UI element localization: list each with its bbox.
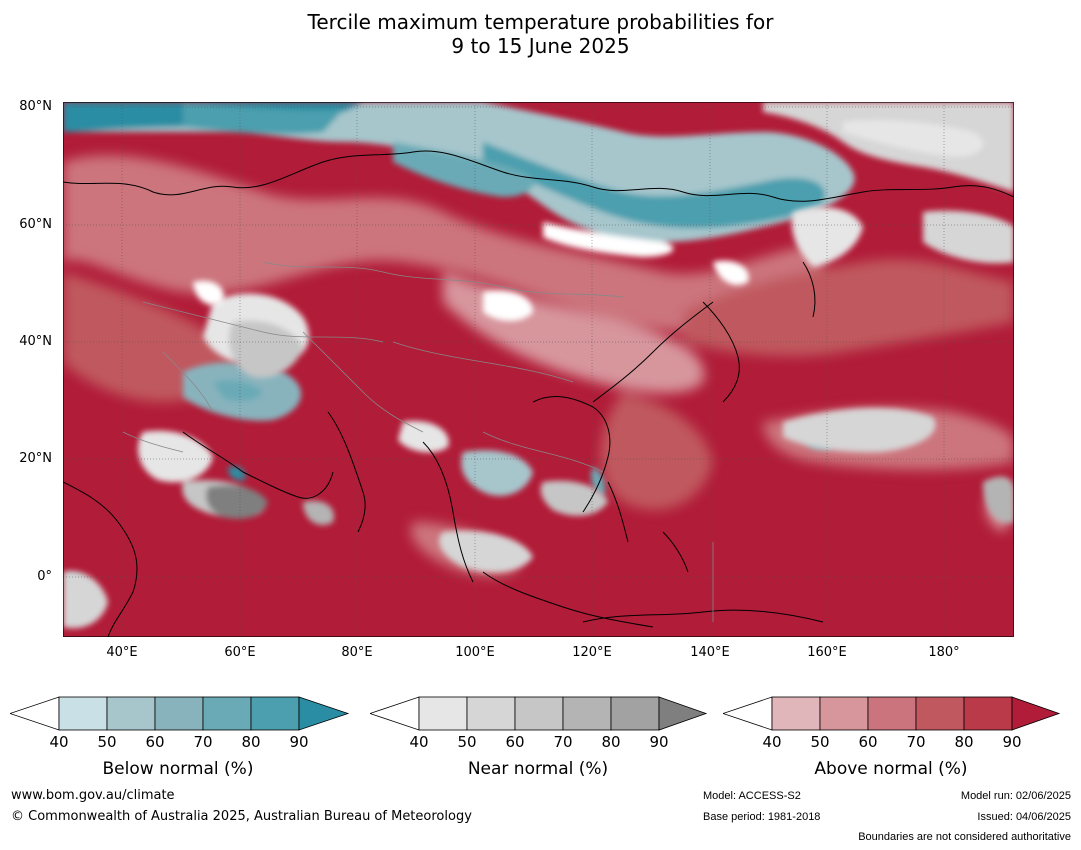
colorbar-below-normal-under	[10, 696, 60, 731]
graticule	[63, 102, 1014, 637]
lon-tick-180: 180°	[928, 645, 960, 660]
model-run-date: Model run: 02/06/2025	[960, 790, 1071, 802]
colorbar-near-normal-under	[370, 696, 420, 731]
website-link[interactable]: www.bom.gov.au/climate	[11, 788, 175, 803]
colorbar-below-tick-50: 50	[97, 733, 117, 751]
lon-tick-100e: 100°E	[455, 645, 495, 660]
lat-tick-40n: 40°N	[19, 334, 52, 349]
colorbar-above-normal-under	[723, 696, 773, 731]
near-normal-regions	[63, 102, 1014, 629]
colorbar-above-normal-bin-40-50	[771, 696, 821, 731]
colorbar-above-tick-80: 80	[954, 733, 974, 751]
lat-tick-0: 0°	[37, 569, 52, 584]
colorbar-below-normal-bin-60-70	[154, 696, 204, 731]
lat-tick-60n: 60°N	[19, 217, 52, 232]
colorbar-above-normal-bin-70-80	[915, 696, 965, 731]
colorbar-near-normal-bin-70-80	[562, 696, 612, 731]
copyright-text: © Commonwealth of Australia 2025, Austra…	[11, 809, 472, 824]
colorbar-above-normal	[723, 696, 1061, 731]
colorbar-below-tick-80: 80	[241, 733, 261, 751]
coastlines	[63, 150, 1014, 637]
low-probability-regions	[193, 260, 749, 321]
colorbar-below-normal-bin-80-90	[250, 696, 300, 731]
model-name: Model: ACCESS-S2	[703, 790, 801, 802]
colorbar-above-tick-40: 40	[762, 733, 782, 751]
colorbar-near-tick-90: 90	[649, 733, 669, 751]
colorbar-below-tick-60: 60	[145, 733, 165, 751]
colorbar-near-tick-80: 80	[601, 733, 621, 751]
colorbar-near-normal-bin-60-70	[514, 696, 564, 731]
lon-tick-40e: 40°E	[106, 645, 138, 660]
colorbar-below-normal-bin-50-60	[106, 696, 156, 731]
colorbar-near-normal-bin-40-50	[418, 696, 468, 731]
colorbar-near-normal-bin-80-90	[610, 696, 660, 731]
colorbar-below-normal-bin-70-80	[202, 696, 252, 731]
title-line-1: Tercile maximum temperature probabilitie…	[307, 10, 774, 34]
lon-tick-80e: 80°E	[341, 645, 373, 660]
lon-tick-140e: 140°E	[690, 645, 730, 660]
below-normal-regions	[63, 102, 855, 593]
map-panel	[63, 102, 1014, 637]
colorbar-near-tick-60: 60	[505, 733, 525, 751]
colorbar-above-tick-60: 60	[858, 733, 878, 751]
colorbar-near-tick-50: 50	[457, 733, 477, 751]
colorbar-above-normal-bin-50-60	[819, 696, 869, 731]
colorbar-near-normal-over	[658, 696, 708, 731]
colorbar-above-tick-50: 50	[810, 733, 830, 751]
colorbar-near-normal	[370, 696, 708, 731]
colorbar-above-tick-90: 90	[1002, 733, 1022, 751]
lon-tick-120e: 120°E	[572, 645, 612, 660]
map-title: Tercile maximum temperature probabilitie…	[0, 10, 1081, 58]
colorbar-above-tick-70: 70	[906, 733, 926, 751]
colorbar-below-normal-over	[298, 696, 350, 731]
colorbar-above-normal-over	[1011, 696, 1061, 731]
colorbar-below-normal	[10, 696, 350, 731]
country-borders	[122, 261, 714, 622]
issued-date: Issued: 04/06/2025	[977, 811, 1071, 823]
colorbar-below-tick-90: 90	[289, 733, 309, 751]
boundaries-disclaimer: Boundaries are not considered authoritat…	[858, 831, 1071, 843]
lon-tick-60e: 60°E	[224, 645, 256, 660]
colorbar-near-normal-bin-50-60	[466, 696, 516, 731]
lat-tick-20n: 20°N	[19, 451, 52, 466]
base-period: Base period: 1981-2018	[703, 811, 821, 823]
lon-tick-160e: 160°E	[807, 645, 847, 660]
colorbar-near-tick-70: 70	[553, 733, 573, 751]
colorbar-above-normal-label: Above normal (%)	[814, 759, 968, 779]
colorbar-above-normal-bin-80-90	[963, 696, 1013, 731]
lat-tick-80n: 80°N	[19, 99, 52, 114]
colorbar-near-tick-40: 40	[409, 733, 429, 751]
colorbar-below-normal-bin-40-50	[58, 696, 108, 731]
title-line-2: 9 to 15 June 2025	[451, 34, 630, 58]
colorbar-below-tick-70: 70	[193, 733, 213, 751]
colorbar-below-normal-label: Below normal (%)	[102, 759, 254, 779]
colorbar-near-normal-label: Near normal (%)	[467, 759, 609, 779]
colorbar-above-normal-bin-60-70	[867, 696, 917, 731]
colorbar-below-tick-40: 40	[49, 733, 69, 751]
